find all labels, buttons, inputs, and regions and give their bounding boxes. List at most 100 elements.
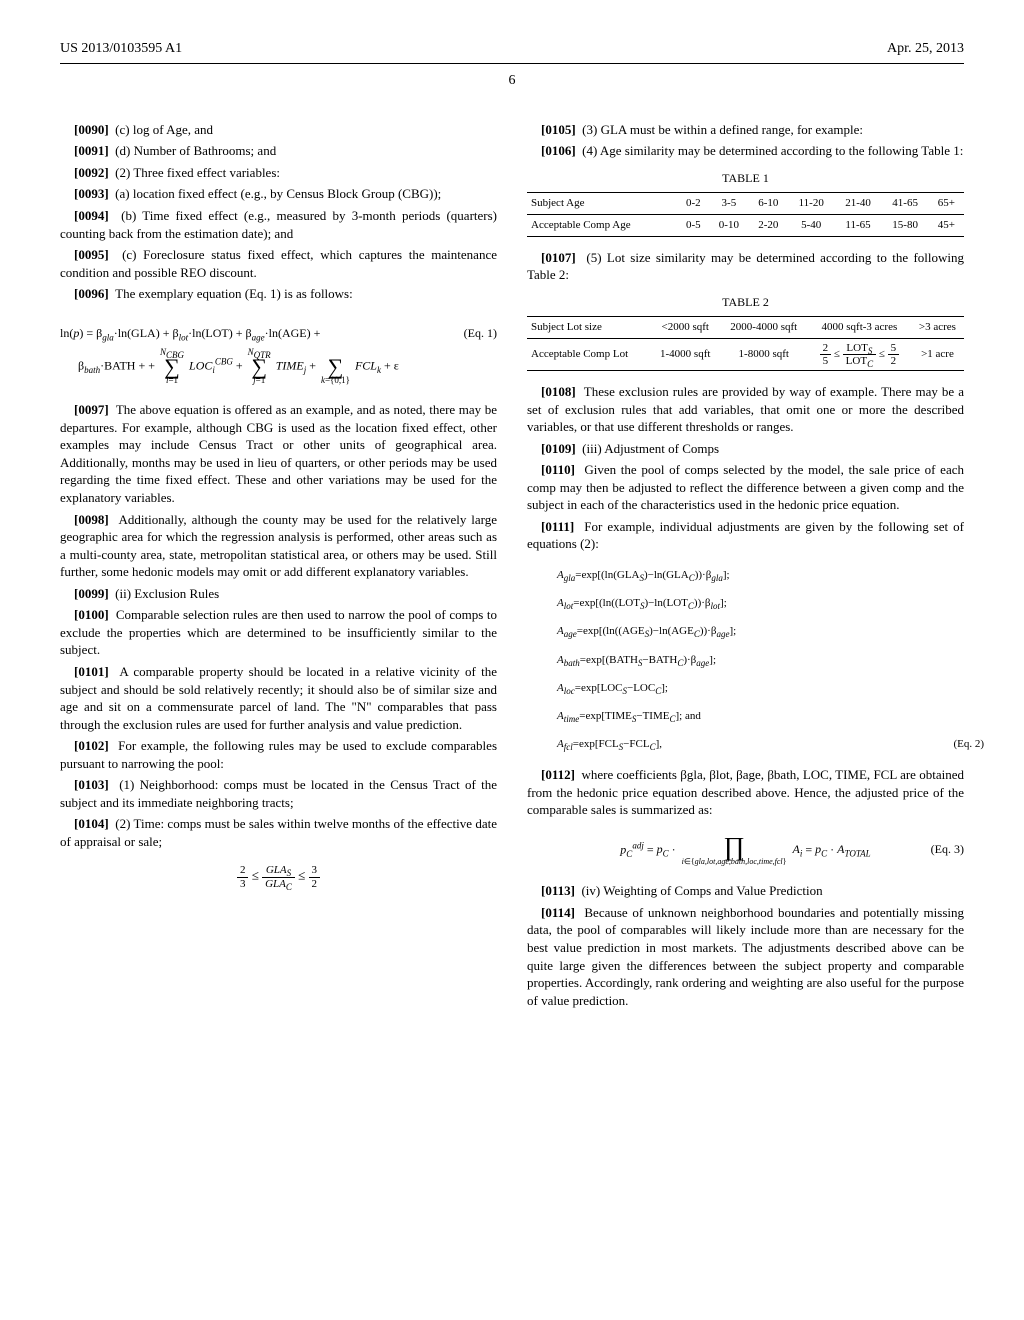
para-0096: [0096] The exemplary equation (Eq. 1) is… [60, 285, 497, 303]
para-0111: [0111] For example, individual adjustmen… [527, 518, 964, 553]
text-0103: (1) Neighborhood: comps must be located … [60, 777, 497, 810]
t2-h0: Subject Lot size [527, 317, 651, 339]
text-0092: (2) Three fixed effect variables: [115, 165, 280, 180]
eq2-l2: Alot=exp[(ln((LOTS)−ln(LOTC))·βlot]; [557, 591, 964, 615]
text-0110: Given the pool of comps selected by the … [527, 462, 964, 512]
eq2-l7: Afcl=exp[FCLS−FCLC], (Eq. 2) [557, 732, 964, 756]
text-0100: Comparable selection rules are then used… [60, 607, 497, 657]
para-0109: [0109] (iii) Adjustment of Comps [527, 440, 964, 458]
eq2-l3: Aage=exp[(ln((AGES)−ln(AGEC))·βage]; [557, 619, 964, 643]
para-0106: [0106] (4) Age similarity may be determi… [527, 142, 964, 160]
eq3-label: (Eq. 3) [931, 835, 964, 864]
para-0103: [0103] (1) Neighborhood: comps must be l… [60, 776, 497, 811]
eq2-l1: Agla=exp[(ln(GLAS)−ln(GLAC))·βgla]; [557, 563, 964, 587]
t1-h5: 21-40 [834, 193, 881, 215]
text-0098: Additionally, although the county may be… [60, 512, 497, 580]
eq2-l6: Atime=exp[TIMES−TIMEC]; and [557, 704, 964, 728]
para-0113: [0113] (iv) Weighting of Comps and Value… [527, 882, 964, 900]
text-0114: Because of unknown neighborhood boundari… [527, 905, 964, 1008]
text-0109: (iii) Adjustment of Comps [582, 441, 719, 456]
eq2-l4: Abath=exp[(BATHS−BATHC)·βage]; [557, 648, 964, 672]
para-0095: [0095] (c) Foreclosure status fixed effe… [60, 246, 497, 281]
para-0104: [0104] (2) Time: comps must be sales wit… [60, 815, 497, 850]
text-0105: (3) GLA must be within a defined range, … [582, 122, 863, 137]
text-0106: (4) Age similarity may be determined acc… [582, 143, 963, 158]
two-column-layout: [0090] (c) log of Age, and [0091] (d) Nu… [60, 121, 964, 1013]
text-0096: The exemplary equation (Eq. 1) is as fol… [115, 286, 353, 301]
para-0099: [0099] (ii) Exclusion Rules [60, 585, 497, 603]
para-0091: [0091] (d) Number of Bathrooms; and [60, 142, 497, 160]
t1-c7: 45+ [929, 214, 964, 236]
para-0102: [0102] For example, the following rules … [60, 737, 497, 772]
t1-c2: 0-10 [709, 214, 748, 236]
left-column: [0090] (c) log of Age, and [0091] (d) Nu… [60, 121, 497, 1013]
eq1-label: (Eq. 1) [464, 319, 497, 348]
pub-date: Apr. 25, 2013 [887, 40, 964, 59]
equation-1: (Eq. 1) ln(p) = βgla·ln(GLA) + βlot·ln(L… [60, 319, 497, 386]
right-column: [0105] (3) GLA must be within a defined … [527, 121, 964, 1013]
text-0090: (c) log of Age, and [115, 122, 213, 137]
para-0100: [0100] Comparable selection rules are th… [60, 606, 497, 659]
text-0112: where coefficients βgla, βlot, βage, βba… [527, 767, 964, 817]
para-0108: [0108] These exclusion rules are provide… [527, 383, 964, 436]
para-0092: [0092] (2) Three fixed effect variables: [60, 164, 497, 182]
t2-c2: 1-8000 sqft [720, 338, 808, 370]
text-0102: For example, the following rules may be … [60, 738, 497, 771]
equation-2-block: Agla=exp[(ln(GLAS)−ln(GLAC))·βgla]; Alot… [557, 563, 964, 756]
para-0110: [0110] Given the pool of comps selected … [527, 461, 964, 514]
text-0097: The above equation is offered as an exam… [60, 402, 497, 505]
header: US 2013/0103595 A1 Apr. 25, 2013 [60, 40, 964, 64]
text-0091: (d) Number of Bathrooms; and [115, 143, 276, 158]
para-0101: [0101] A comparable property should be l… [60, 663, 497, 733]
text-0108: These exclusion rules are provided by wa… [527, 384, 964, 434]
t2-h2: 2000-4000 sqft [720, 317, 808, 339]
t2-h3: 4000 sqft-3 acres [808, 317, 911, 339]
t2-c4: >1 acre [911, 338, 964, 370]
text-0095: (c) Foreclosure status fixed effect, whi… [60, 247, 497, 280]
t1-h3: 6-10 [749, 193, 788, 215]
page-number: 6 [60, 72, 964, 91]
t1-c1: 0-5 [677, 214, 709, 236]
table-2: Subject Lot size <2000 sqft 2000-4000 sq… [527, 316, 964, 371]
t1-h1: 0-2 [677, 193, 709, 215]
t1-c4: 5-40 [788, 214, 835, 236]
eq2-l5: Aloc=exp[LOCS−LOCC]; [557, 676, 964, 700]
table2-caption: TABLE 2 [527, 294, 964, 310]
text-0111: For example, individual adjustments are … [527, 519, 964, 552]
para-0094: [0094] (b) Time fixed effect (e.g., meas… [60, 207, 497, 242]
para-0090: [0090] (c) log of Age, and [60, 121, 497, 139]
para-0105: [0105] (3) GLA must be within a defined … [527, 121, 964, 139]
t2-h1: <2000 sqft [651, 317, 720, 339]
para-0097: [0097] The above equation is offered as … [60, 401, 497, 506]
t1-c6: 15-80 [882, 214, 929, 236]
para-0107: [0107] (5) Lot size similarity may be de… [527, 249, 964, 284]
text-0099: (ii) Exclusion Rules [115, 586, 219, 601]
t1-c3: 2-20 [749, 214, 788, 236]
t1-h2: 3-5 [709, 193, 748, 215]
t1-h7: 65+ [929, 193, 964, 215]
text-0093: (a) location fixed effect (e.g., by Cens… [115, 186, 441, 201]
text-0101: A comparable property should be located … [60, 664, 497, 732]
para-0114: [0114] Because of unknown neighborhood b… [527, 904, 964, 1009]
t2-c1: 1-4000 sqft [651, 338, 720, 370]
para-0098: [0098] Additionally, although the county… [60, 511, 497, 581]
gla-ratio-eq: 23 ≤ GLASGLAC ≤ 32 [60, 864, 497, 889]
text-0107: (5) Lot size similarity may be determine… [527, 250, 964, 283]
text-0113: (iv) Weighting of Comps and Value Predic… [581, 883, 822, 898]
t2-c3: 25 ≤ LOTSLOTC ≤ 52 [808, 338, 911, 370]
t1-c5: 11-65 [834, 214, 881, 236]
text-0094: (b) Time fixed effect (e.g., measured by… [60, 208, 497, 241]
t1-h6: 41-65 [882, 193, 929, 215]
t1-h4: 11-20 [788, 193, 835, 215]
t1-rowlabel: Acceptable Comp Age [527, 214, 677, 236]
para-0093: [0093] (a) location fixed effect (e.g., … [60, 185, 497, 203]
equation-3: (Eq. 3) pCadj = pC · ∏i∈{gla,lot,age,bat… [527, 835, 964, 866]
t1-h0: Subject Age [527, 193, 677, 215]
pub-number: US 2013/0103595 A1 [60, 40, 182, 59]
text-0104: (2) Time: comps must be sales within twe… [60, 816, 497, 849]
t2-rowlabel: Acceptable Comp Lot [527, 338, 651, 370]
eq2-label: (Eq. 2) [953, 732, 984, 756]
t2-h4: >3 acres [911, 317, 964, 339]
table1-caption: TABLE 1 [527, 170, 964, 186]
table-1: Subject Age 0-2 3-5 6-10 11-20 21-40 41-… [527, 192, 964, 237]
